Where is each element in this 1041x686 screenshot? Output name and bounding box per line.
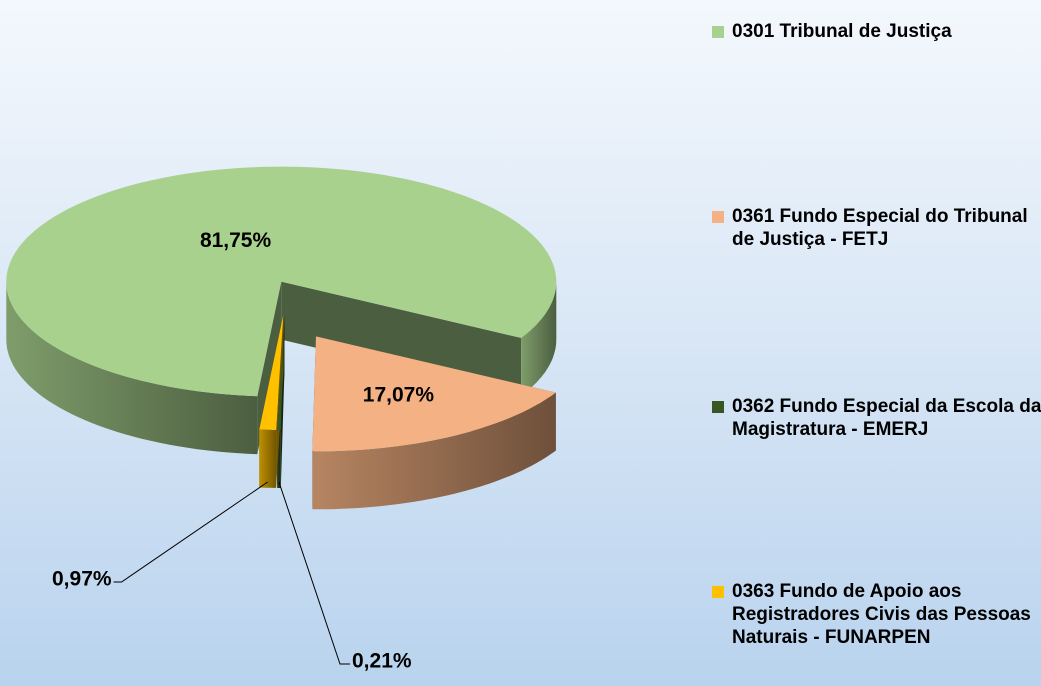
- slice-wall: [312, 392, 556, 510]
- data-label: 0,21%: [352, 650, 412, 673]
- legend-item: 0362 Fundo Especial da Escola da Magistr…: [712, 395, 1041, 441]
- legend-item: 0361 Fundo Especial do Tribunal de Justi…: [712, 205, 1041, 251]
- slice-tops: [6, 166, 557, 452]
- data-label: 0,97%: [52, 568, 112, 591]
- legend-label: 0361 Fundo Especial do Tribunal de Justi…: [732, 206, 1028, 250]
- pie-area: 81,75% 17,07% 0,21% 0,97%: [6, 166, 557, 673]
- legend-item: 0301 Tribunal de Justiça: [712, 20, 1041, 43]
- legend-swatch: [712, 586, 724, 598]
- legend-label: 0362 Fundo Especial da Escola da Magistr…: [732, 396, 1041, 440]
- legend-label: 0301 Tribunal de Justiça: [732, 21, 952, 42]
- data-label: 17,07%: [363, 384, 435, 407]
- slice: [259, 314, 284, 430]
- legend-label: 0363 Fundo de Apoio aos Registradores Ci…: [732, 581, 1031, 648]
- legend-swatch: [712, 26, 724, 38]
- slice: [277, 314, 285, 430]
- legend-swatch: [712, 211, 724, 223]
- leader-line: [113, 481, 268, 583]
- slice: [312, 336, 556, 452]
- leader-line: [278, 482, 350, 665]
- slice: [6, 166, 557, 397]
- slice-wall: [521, 281, 557, 396]
- slice-side: [281, 281, 522, 396]
- legend-item: 0363 Fundo de Apoio aos Registradores Ci…: [712, 580, 1041, 649]
- legend-swatch: [712, 401, 724, 413]
- data-label: 81,75%: [200, 229, 272, 252]
- slice-wall: [6, 281, 258, 455]
- slice-wall: [259, 429, 277, 488]
